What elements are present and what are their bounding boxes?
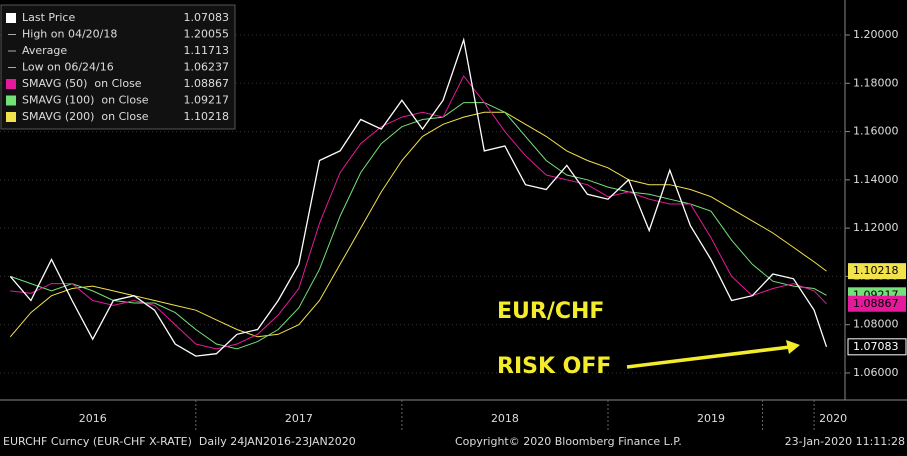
legend-label: SMAVG (100) on Close — [22, 94, 149, 107]
legend-swatch — [6, 79, 16, 89]
annotation: EUR/CHF — [497, 299, 604, 324]
arrow — [626, 345, 791, 369]
legend-label: SMAVG (200) on Close — [22, 110, 149, 123]
footer-source: EURCHF Curncy (EUR-CHF X-RATE) Daily 24J… — [3, 435, 356, 448]
legend-value: 1.09217 — [184, 94, 230, 107]
x-tick-label: 2019 — [697, 412, 725, 425]
y-tick-label: 1.06000 — [853, 366, 899, 379]
y-tick-label: 1.20000 — [853, 28, 899, 41]
value-tag — [848, 263, 906, 280]
y-tick-label: 1.08000 — [853, 318, 899, 331]
legend-label: High on 04/20/18 — [22, 28, 117, 41]
footer-copyright: Copyright© 2020 Bloomberg Finance L.P. — [455, 435, 682, 448]
y-tick-label: 1.12000 — [853, 221, 899, 234]
series-line — [9, 37, 828, 357]
legend-label: SMAVG (50) on Close — [22, 77, 142, 90]
x-tick-label: 2017 — [285, 412, 313, 425]
legend-value: 1.10218 — [184, 110, 230, 123]
value-tag-label: 1.08867 — [853, 297, 899, 310]
legend-label: Last Price — [22, 11, 75, 24]
y-tick-label: 1.16000 — [853, 125, 899, 138]
value-tag — [848, 295, 906, 312]
legend-value: 1.06237 — [184, 61, 230, 74]
legend-value: 1.07083 — [184, 11, 230, 24]
y-tick-label: 1.18000 — [853, 76, 899, 89]
legend: Last Price 1.07083 High on 04/20/18 1.20055… — [0, 4, 236, 130]
value-tag-label: 1.10218 — [853, 264, 899, 277]
legend-swatch — [6, 112, 16, 122]
series-line — [10, 102, 827, 350]
series-line — [10, 75, 827, 350]
footer-timestamp: 23-Jan-2020 11:11:28 — [785, 435, 905, 448]
series-line — [9, 111, 827, 338]
legend-label: Low on 06/24/16 — [22, 61, 114, 74]
legend-value: 1.11713 — [184, 44, 230, 57]
arrow-head — [786, 340, 800, 354]
x-tick-label: 2016 — [79, 412, 107, 425]
legend-swatch — [6, 13, 16, 23]
legend-label: Average — [22, 44, 67, 57]
value-tag — [847, 338, 907, 356]
value-tag-label: 1.07083 — [853, 340, 899, 353]
legend-box — [0, 4, 236, 130]
legend-value: 1.08867 — [184, 77, 230, 90]
annotation: RISK OFF — [497, 354, 611, 379]
legend-value: 1.20055 — [184, 28, 230, 41]
x-tick-label: 2020 — [819, 412, 847, 425]
legend-swatch — [6, 95, 16, 106]
y-tick-label: 1.14000 — [853, 173, 899, 186]
x-tick-label: 2018 — [491, 412, 519, 425]
